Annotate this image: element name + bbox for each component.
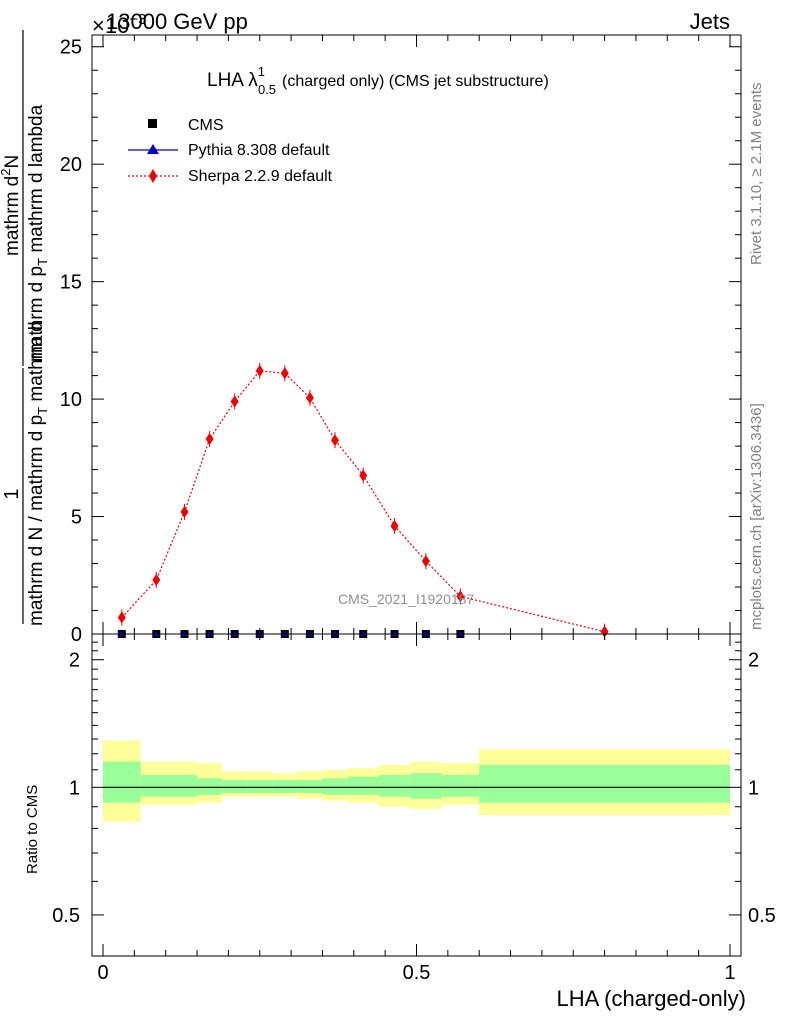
sherpa-point xyxy=(280,367,289,380)
legend: CMS Pythia 8.308 default Sherpa 2.2.9 de… xyxy=(128,117,333,185)
main-y-tick-label: 25 xyxy=(60,37,82,59)
ratio-axis-ticks: 0.5 0.5 1 1 2 2 0 0.5 1 xyxy=(52,634,776,984)
analysis-watermark: CMS_2021_I1920187 xyxy=(338,591,474,607)
ratio-inner-band xyxy=(297,780,323,793)
sherpa-point xyxy=(305,391,314,404)
main-y-tick-label: 15 xyxy=(60,272,82,294)
ratio-inner-band xyxy=(441,774,480,797)
energy-label: 13000 GeV pp xyxy=(106,9,248,34)
y-title-frac2-numerator: mathrm d2N xyxy=(0,155,23,256)
ratio-inner-band xyxy=(247,780,273,793)
ratio-inner-band xyxy=(272,780,298,793)
legend-triangle-marker xyxy=(147,144,159,154)
legend-item-cms: CMS xyxy=(148,117,224,134)
y-title-denominator: mathrm d N / mathrm d pT mathrm d xyxy=(26,321,50,626)
ratio-y-tick-label: 2 xyxy=(69,650,80,672)
x-tick-label: 0 xyxy=(97,962,108,984)
sherpa-point xyxy=(330,434,339,447)
main-y-tick-label: 20 xyxy=(60,154,82,176)
legend-label-sherpa: Sherpa 2.2.9 default xyxy=(188,168,333,185)
ratio-inner-band xyxy=(322,778,348,795)
ratio-inner-band xyxy=(140,774,198,797)
category-label: Jets xyxy=(690,9,730,34)
ratio-y-tick-label: 0.5 xyxy=(52,905,80,927)
ratio-inner-band xyxy=(222,780,248,793)
main-axis-ticks: 0 5 10 15 20 25 xyxy=(60,35,741,646)
ratio-uncertainty-bands xyxy=(103,740,730,822)
ratio-inner-band xyxy=(378,774,411,797)
sherpa-series-line xyxy=(121,370,605,633)
ratio-inner-band xyxy=(347,776,379,795)
y-title-frac2-denominator: mathrm d pT mathrm d lambda xyxy=(26,104,50,362)
ratio-inner-band xyxy=(410,773,442,799)
main-y-tick-label: 0 xyxy=(71,624,82,646)
legend-square-marker xyxy=(148,119,157,128)
x-tick-label: 0.5 xyxy=(403,962,431,984)
ratio-inner-band xyxy=(479,764,730,803)
ratio-y-tick-label-right: 0.5 xyxy=(748,905,776,927)
main-y-tick-label: 5 xyxy=(71,507,82,529)
y-title-numerator: 1 xyxy=(1,488,23,499)
legend-item-pythia: Pythia 8.308 default xyxy=(128,142,330,159)
ratio-y-axis-title: Ratio to CMS xyxy=(24,785,41,874)
sherpa-point xyxy=(421,555,430,568)
plot-title: LHA λ1 0.5 (charged only) (CMS jet substru… xyxy=(207,64,549,97)
main-y-tick-label: 10 xyxy=(60,389,82,411)
sherpa-point xyxy=(390,519,399,532)
x-axis-title: LHA (charged-only) xyxy=(556,986,746,1011)
sherpa-point xyxy=(205,433,214,446)
sherpa-point xyxy=(230,395,239,408)
sherpa-point xyxy=(255,364,264,377)
rivet-label: Rivet 3.1.10, ≥ 2.1M events xyxy=(748,83,765,266)
sherpa-point xyxy=(152,573,161,586)
ratio-y-tick-label-right: 1 xyxy=(748,777,759,799)
mcplots-label: mcplots.cern.ch [arXiv:1306.3436] xyxy=(748,403,765,630)
sherpa-point xyxy=(117,611,126,624)
main-y-axis-title: 1 mathrm d N / mathrm d pT mathrm d math… xyxy=(0,30,50,626)
sherpa-point xyxy=(180,505,189,518)
legend-label-pythia: Pythia 8.308 default xyxy=(188,142,330,159)
main-plot-panel: 0 5 10 15 20 25 xyxy=(60,34,742,646)
sherpa-point xyxy=(359,469,368,482)
legend-diamond-marker xyxy=(149,169,157,183)
x-tick-label: 1 xyxy=(724,962,735,984)
legend-item-sherpa: Sherpa 2.2.9 default xyxy=(128,168,333,185)
ratio-plot-panel: 0.5 0.5 1 1 2 2 0 0.5 1 xyxy=(52,633,776,984)
ratio-inner-band xyxy=(197,778,223,795)
ratio-inner-band xyxy=(103,761,141,803)
y-exponent: ×10−3 xyxy=(92,11,146,38)
legend-label-cms: CMS xyxy=(188,117,224,134)
ratio-y-tick-label-right: 2 xyxy=(748,650,759,672)
ratio-plot-frame xyxy=(91,633,742,957)
sherpa-point xyxy=(456,590,465,603)
sherpa-point xyxy=(600,625,609,638)
ratio-y-tick-label: 1 xyxy=(69,777,80,799)
